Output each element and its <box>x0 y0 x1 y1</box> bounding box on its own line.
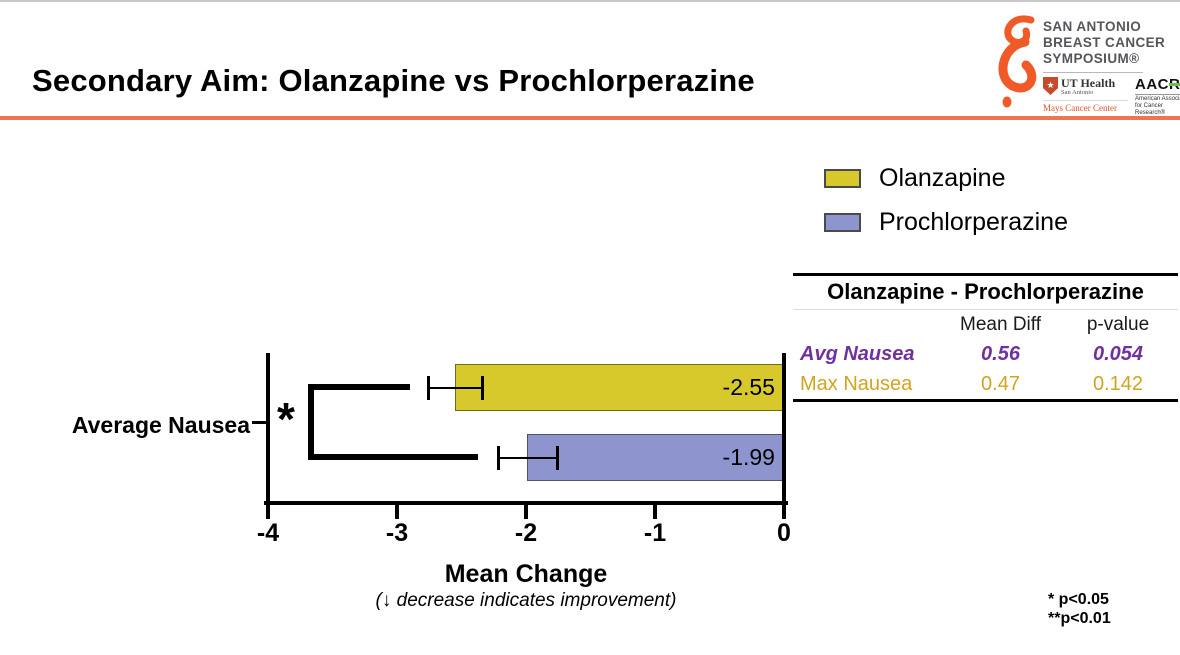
error-bar-cap-prochlorperazine <box>555 445 559 470</box>
mean-diff-value: 0.47 <box>981 372 1020 395</box>
aacr-subtitle: American Association for Cancer Research… <box>1135 94 1180 117</box>
uthealth-sub: San Antonio <box>1061 89 1094 96</box>
p-value: 0.142 <box>1092 372 1144 395</box>
uthealth-shield-icon: ★ <box>1043 77 1058 95</box>
aacr-logo: AACR American Association for Cancer Res… <box>1135 77 1180 117</box>
x-tick-label: -3 <box>385 519 409 547</box>
bar-olanzapine <box>455 364 784 411</box>
uthealth-logo: ★ UT Health San Antonio Mays Cancer Cent… <box>1043 77 1128 113</box>
x-axis-note: (↓ decrease indicates improvement) <box>375 590 677 611</box>
significance-asterisk: * <box>277 393 295 445</box>
table-row-max-nausea: Max Nausea 0.47 0.142 <box>793 369 1178 399</box>
x-tick-mark <box>782 505 786 519</box>
p-value: 0.054 <box>1092 342 1144 365</box>
logo-line-3: SYMPOSIUM® <box>1043 51 1140 66</box>
legend-label-prochlorperazine: Prochlorperazine <box>879 207 1068 236</box>
significance-footnote: * p<0.05 **p<0.01 <box>1048 590 1111 628</box>
row-label: Max Nausea <box>800 372 913 395</box>
legend-label-olanzapine: Olanzapine <box>879 163 1006 192</box>
top-border-line <box>0 0 1180 2</box>
x-tick-label: 0 <box>777 519 791 547</box>
olanzapine-swatch <box>824 168 861 188</box>
column-header-mean-diff: Mean Diff <box>960 313 1041 335</box>
aacr-text: AACR <box>1135 76 1180 93</box>
uthealth-name: UT Health <box>1061 76 1116 90</box>
error-bar-cap-olanzapine <box>426 375 430 400</box>
bar-prochlorperazine <box>527 434 784 481</box>
footnote-line-2: **p<0.01 <box>1048 610 1111 627</box>
prochlorperazine-swatch <box>824 212 861 232</box>
x-tick-label: -1 <box>643 519 667 547</box>
aacr-wordmark: AACR <box>1135 77 1180 92</box>
y-axis-tick <box>252 421 266 424</box>
mays-cancer-center-label: Mays Cancer Center <box>1043 100 1128 113</box>
logo-line-1: SAN ANTONIO <box>1043 19 1142 34</box>
y-axis-category-label: Average Nausea <box>71 412 250 438</box>
significance-bracket-bottom-arm <box>308 454 478 460</box>
aacr-green-dash <box>1169 83 1180 86</box>
x-tick-label: -2 <box>514 519 538 547</box>
x-axis-line <box>264 501 788 505</box>
legend-item-olanzapine: Olanzapine <box>824 163 1006 192</box>
zero-baseline <box>782 353 786 505</box>
x-tick-mark <box>524 505 528 519</box>
error-bar-cap-prochlorperazine <box>496 445 500 470</box>
x-axis-title: Mean Change <box>444 560 608 588</box>
row-label: Avg Nausea <box>800 342 915 365</box>
x-tick-label: -4 <box>256 519 280 547</box>
table-row-avg-nausea: Avg Nausea 0.56 0.054 <box>793 339 1178 369</box>
y-axis-line <box>266 353 270 505</box>
error-bar-whisker-prochlorperazine <box>497 456 557 459</box>
table-title: Olanzapine - Prochlorperazine <box>793 276 1178 310</box>
x-tick-mark <box>395 505 399 519</box>
sabcs-wordmark: SAN ANTONIO BREAST CANCER SYMPOSIUM® <box>1043 19 1165 67</box>
table-header-row: Mean Diff p-value <box>793 310 1178 339</box>
mean-diff-value: 0.56 <box>981 342 1020 365</box>
stats-table: Olanzapine - Prochlorperazine Mean Diff … <box>793 273 1178 402</box>
logo-line-2: BREAST CANCER <box>1043 35 1166 50</box>
x-tick-mark <box>266 505 270 519</box>
column-header-p-value: p-value <box>1086 313 1150 335</box>
page-title: Secondary Aim: Olanzapine vs Prochlorper… <box>32 62 755 98</box>
x-tick-mark <box>653 505 657 519</box>
error-bar-whisker-olanzapine <box>427 386 483 389</box>
bar-value-label-olanzapine: -2.55 <box>722 374 775 400</box>
error-bar-cap-olanzapine <box>481 375 485 400</box>
logo-divider <box>1043 72 1143 73</box>
accent-divider <box>0 116 1180 120</box>
footnote-line-1: * p<0.05 <box>1048 591 1109 608</box>
sabcs-ribbon-icon <box>998 15 1037 108</box>
bar-value-label-prochlorperazine: -1.99 <box>722 444 775 470</box>
significance-bracket-top-arm <box>308 384 410 390</box>
sabcs-logo: SAN ANTONIO BREAST CANCER SYMPOSIUM® ★ U… <box>995 10 1180 116</box>
legend-item-prochlorperazine: Prochlorperazine <box>824 207 1068 236</box>
significance-bracket-vertical <box>308 384 314 460</box>
